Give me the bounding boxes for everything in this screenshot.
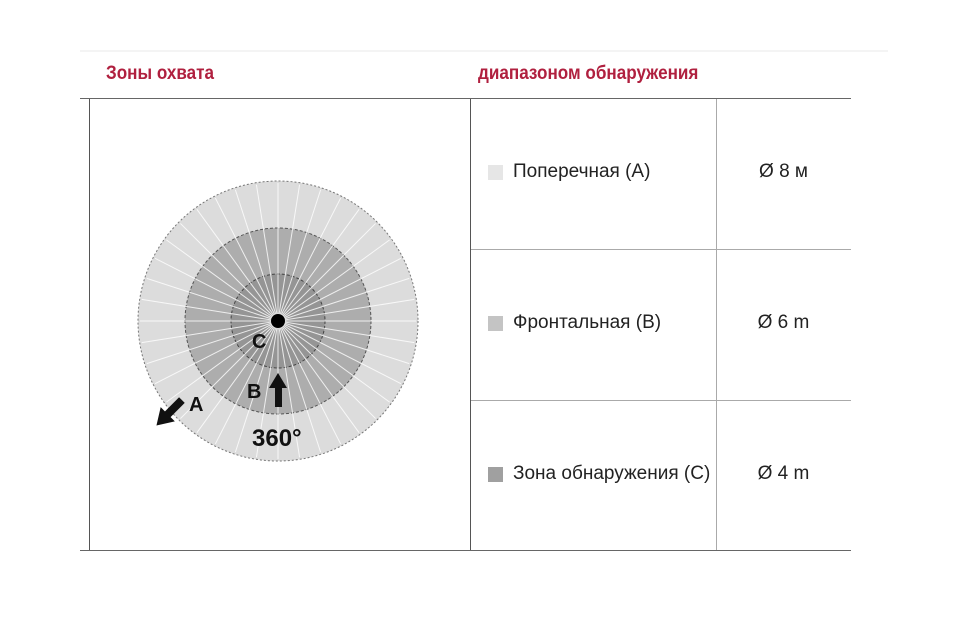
value-b: Ø 6 m [757, 312, 810, 333]
ray [214, 197, 279, 322]
left-border [89, 99, 90, 550]
ray [277, 320, 410, 365]
ray [154, 320, 279, 385]
legend-row-c: Зона обнаружения (C) [488, 463, 710, 485]
ray [277, 320, 322, 453]
label-c: C [252, 331, 266, 353]
ray [277, 298, 415, 322]
ray [154, 257, 279, 322]
ray [277, 320, 342, 445]
ray [234, 189, 279, 322]
sensor-icon [271, 314, 285, 328]
ray [277, 239, 390, 322]
angle-label: 360° [252, 425, 302, 452]
ray [166, 320, 279, 403]
ray [277, 320, 376, 419]
header-rule [80, 98, 851, 99]
top-divider [80, 50, 888, 52]
ray [180, 320, 279, 419]
legend-row-b: Фронтальная (B) [488, 312, 661, 334]
ray [277, 184, 301, 322]
arrow-up-icon [269, 373, 287, 407]
ray [166, 239, 279, 322]
header-coverage-zones: Зоны охвата [106, 63, 215, 84]
ray [277, 209, 360, 322]
legend-label: Зона обнаружения (C) [513, 463, 711, 484]
ray [277, 320, 415, 344]
row-divider [470, 400, 851, 401]
header-detection-range: диапазоном обнаружения [478, 63, 699, 84]
ray [277, 223, 376, 322]
legend-label: Фронтальная (B) [513, 312, 662, 333]
swatch-c [488, 466, 503, 482]
ray [277, 320, 402, 385]
label-a: A [189, 394, 203, 416]
value-a: Ø 8 м [759, 161, 808, 182]
ray [277, 320, 390, 403]
column-divider [716, 99, 717, 550]
detection-rays [140, 183, 416, 459]
ray [277, 320, 301, 458]
ray [255, 184, 279, 322]
ray [196, 209, 279, 322]
ray [141, 298, 279, 322]
ray [234, 320, 279, 453]
ray [146, 320, 279, 365]
arrow-diagonal-icon [156, 397, 185, 426]
ray [277, 197, 342, 322]
ray [146, 277, 279, 322]
ray [255, 320, 279, 458]
legend-row-a: Поперечная (A) [488, 161, 650, 183]
label-b: B [247, 381, 261, 403]
ray [196, 320, 279, 433]
swatch-a [488, 164, 503, 180]
column-divider [470, 99, 471, 550]
ray [277, 277, 410, 322]
legend-label: Поперечная (A) [513, 161, 651, 182]
ray [277, 257, 402, 322]
value-c: Ø 4 m [757, 463, 810, 484]
ray [141, 320, 279, 344]
swatch-b [488, 315, 503, 331]
ray [180, 223, 279, 322]
row-divider [470, 249, 851, 250]
bottom-rule [80, 550, 851, 551]
ray [277, 320, 360, 433]
ray [214, 320, 279, 445]
ray [277, 189, 322, 322]
